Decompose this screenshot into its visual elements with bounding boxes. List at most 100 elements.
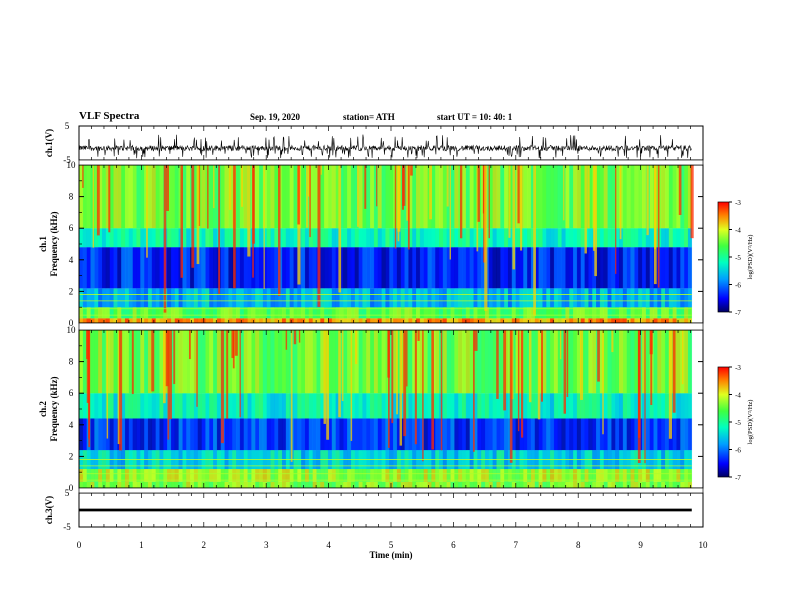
ch2-spectrogram-cell xyxy=(324,481,329,488)
ch2-spectrogram-cell xyxy=(281,481,287,488)
ch1-spectrogram-cell xyxy=(450,307,455,319)
ch2-spectrogram-cell xyxy=(500,393,505,419)
ch1-spectrogram-cell xyxy=(216,307,222,319)
ch2-spectrogram-cell xyxy=(335,469,340,482)
ch1-spectrogram-cell xyxy=(389,228,394,248)
ch1-spectrogram-cell xyxy=(266,288,271,308)
ch2-spectrogram-cell xyxy=(588,418,593,451)
ch1-spectrogram-cell xyxy=(492,307,497,319)
ch2-spectrogram-cell xyxy=(312,481,317,488)
ch2-spectrogram-burst xyxy=(188,330,191,360)
ch1-spectrogram-burst xyxy=(449,165,451,260)
ch2-spectrogram-cell xyxy=(615,418,620,451)
ch1-spectrogram-cell xyxy=(684,165,689,229)
ch2-spectrogram-cell xyxy=(197,330,202,394)
ch1-spectrogram-burst xyxy=(477,165,480,222)
ch2-spectrogram-cell xyxy=(255,330,260,394)
ch2-spectrogram-cell xyxy=(607,481,612,488)
ch2-spectrogram-cell xyxy=(266,481,271,488)
ch1-spectrogram-cell xyxy=(147,247,153,289)
ch2-spectrogram-cell xyxy=(657,393,662,419)
ch1-spectrogram-cell xyxy=(236,247,241,289)
ch1-spectrogram-cell xyxy=(155,288,160,308)
ch1-spectrogram-cell xyxy=(465,247,470,289)
ch1-spectrogram-cell xyxy=(205,247,210,289)
ch2-spectrogram-cell xyxy=(603,481,608,488)
ch1-spectrogram-cell xyxy=(550,228,555,248)
ch1-spectrogram-cell xyxy=(622,228,627,248)
ch1-spectrogram-burst xyxy=(653,165,657,285)
ch1-spectrogram-cell xyxy=(132,318,137,323)
ch2-spectrogram-cell xyxy=(144,481,149,488)
ch2-spectrogram-burst xyxy=(151,330,155,392)
ch2-spectrogram-cell xyxy=(343,418,348,451)
ch1-spectrogram-cell xyxy=(599,307,604,319)
ch1-spectrogram-cell xyxy=(335,288,340,308)
ch1-spectrogram-cell xyxy=(105,247,110,289)
ch1-spectrogram-cell xyxy=(645,228,650,248)
ch2-spectrogram-cell xyxy=(140,469,145,482)
ch2-spectrogram-cell xyxy=(622,330,627,394)
ch1-spectrogram-burst xyxy=(619,165,622,240)
ch2-spectrogram-cell xyxy=(469,330,474,394)
ch1-spectrogram-cell xyxy=(523,318,528,323)
ch2-spectrogram-burst xyxy=(672,330,676,413)
ch2-spectrogram-cell xyxy=(484,393,490,419)
ch2-spectrogram-cell xyxy=(615,393,620,419)
ch2-spectrogram-cell xyxy=(676,393,681,419)
ch1-spectrogram-cell xyxy=(504,288,509,308)
ch1-spectrogram-cell xyxy=(366,288,371,308)
ch1-spectrogram-cell xyxy=(216,318,222,323)
ch2-spectrogram-cell xyxy=(611,330,616,394)
ch1-spectrogram-cell xyxy=(653,307,658,319)
ch2-spectrogram-cell xyxy=(680,418,685,451)
ch2-spectrogram-burst xyxy=(474,330,478,351)
ch1-spectrogram-ylabel: ch.1Frequency (kHz) xyxy=(38,211,59,276)
ch2-spectrogram-cell xyxy=(327,469,333,482)
ch2-spectrogram-burst xyxy=(422,330,424,462)
ch1-spectrogram-cell xyxy=(377,288,382,308)
ch1-spectrogram-burst xyxy=(488,165,490,239)
ch2-spectrogram-cell xyxy=(377,469,382,482)
ch2-spectrogram-cell xyxy=(308,418,313,451)
ch2-spectrogram-burst xyxy=(399,330,402,446)
ch1-spectrogram-cell xyxy=(247,318,252,323)
ch1-spectrogram-cell xyxy=(596,307,601,319)
ch2-spectrogram-cell xyxy=(565,418,570,451)
ch1-spectrogram-burst xyxy=(484,165,488,311)
ch1-spectrogram-cell xyxy=(155,247,160,289)
ch2-spectrogram-cell xyxy=(653,330,658,394)
ch2-spectrogram-cell xyxy=(297,330,302,394)
ch2-spectrogram-cell xyxy=(546,393,551,419)
ch2-spectrogram-cell xyxy=(607,393,612,419)
ch2-spectrogram-cell xyxy=(285,330,290,394)
ch2-spectrogram-colorbar xyxy=(717,366,730,478)
ch2-spectrogram-cell xyxy=(649,393,654,419)
colorbar-tick-label: -5 xyxy=(735,254,741,262)
ch1-spectrogram-cell xyxy=(649,247,654,289)
ch2-spectrogram-cell xyxy=(121,330,126,394)
ch1-spectrogram-cell xyxy=(251,288,256,308)
ch2-spectrogram-cell xyxy=(488,481,493,488)
ch2-spectrogram-cell xyxy=(389,469,394,482)
ch2-spectrogram-cell xyxy=(193,330,199,394)
ch2-spectrogram-cell xyxy=(147,393,153,419)
ch2-spectrogram-cell xyxy=(239,393,244,419)
ch2-spectrogram-cell xyxy=(657,418,662,451)
ch2-spectrogram-cell xyxy=(404,393,409,419)
ch2-spectrogram-cell xyxy=(370,418,375,451)
ch1-spectrogram-cell xyxy=(117,288,122,308)
ch2-spectrogram-cell xyxy=(377,418,382,451)
ch1-spectrogram-cell xyxy=(109,318,114,323)
ch2-spectrogram-cell xyxy=(128,418,133,451)
ch1-spectrogram-cell xyxy=(358,288,363,308)
ch1-spectrogram-burst xyxy=(584,165,587,254)
ch1-spectrogram-cell xyxy=(327,307,333,319)
ch1-spectrogram-cell xyxy=(546,165,551,229)
ch1-spectrogram-burst xyxy=(305,165,309,228)
ch2-spectrogram-cell xyxy=(546,418,551,451)
ch2-spectrogram-cell xyxy=(416,418,421,451)
ch2-spectrogram-cell xyxy=(320,418,325,451)
ch3-waveform-line xyxy=(79,508,692,512)
ch1-spectrogram-cell xyxy=(580,318,585,323)
